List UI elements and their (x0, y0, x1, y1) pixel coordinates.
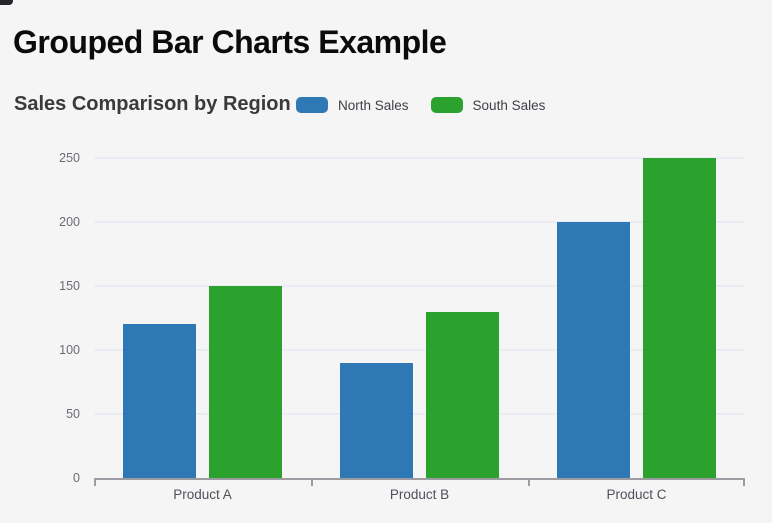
x-tick-label-product-b: Product B (389, 487, 450, 502)
gridline-100 (94, 349, 745, 351)
bar-product-c-south-sales[interactable] (643, 158, 716, 478)
plot-area (94, 150, 745, 486)
legend-swatch-north-sales-icon (296, 97, 328, 113)
bar-product-c-north-sales[interactable] (557, 222, 630, 478)
x-axis-tick-1 (311, 479, 313, 486)
y-tick-label-200: 200 (59, 215, 80, 229)
legend-item-south-sales[interactable]: South Sales (430, 97, 546, 113)
chart-title: Sales Comparison by Region (14, 93, 291, 115)
y-axis-labels: 0 50 100 150 200 250 (0, 150, 80, 495)
gridline-50 (94, 413, 745, 415)
bar-product-a-south-sales[interactable] (209, 286, 282, 478)
y-tick-label-250: 250 (59, 151, 80, 165)
y-tick-label-0: 0 (73, 471, 80, 485)
grouped-bar-chart: 0 50 100 150 200 250 Product A Product B Produc… (0, 150, 772, 515)
x-axis-line (94, 478, 745, 480)
x-axis-tick-0 (94, 479, 96, 486)
y-tick-label-50: 50 (66, 407, 80, 421)
legend-label-north-sales: North Sales (338, 97, 409, 113)
gridline-200 (94, 221, 745, 223)
screen-corner-artifact (0, 0, 13, 5)
gridline-250 (94, 157, 745, 159)
bar-product-b-north-sales[interactable] (340, 362, 413, 478)
gridline-150 (94, 285, 745, 287)
x-axis-labels: Product A Product B Product C (94, 484, 745, 508)
legend-swatch-south-sales-icon (430, 97, 463, 113)
legend-item-north-sales[interactable]: North Sales (296, 97, 409, 113)
bar-product-b-south-sales[interactable] (426, 311, 499, 478)
page-title: Grouped Bar Charts Example (13, 24, 447, 60)
x-axis-tick-2 (528, 479, 530, 486)
x-tick-label-product-c: Product C (606, 487, 667, 502)
bar-product-a-north-sales[interactable] (123, 324, 196, 478)
legend-label-south-sales: South Sales (472, 97, 546, 113)
x-axis-tick-3 (743, 479, 745, 486)
x-tick-label-product-a: Product A (173, 487, 232, 502)
y-tick-label-150: 150 (59, 279, 80, 293)
chart-legend: North Sales South Sales (296, 97, 545, 113)
y-tick-label-100: 100 (59, 343, 80, 357)
